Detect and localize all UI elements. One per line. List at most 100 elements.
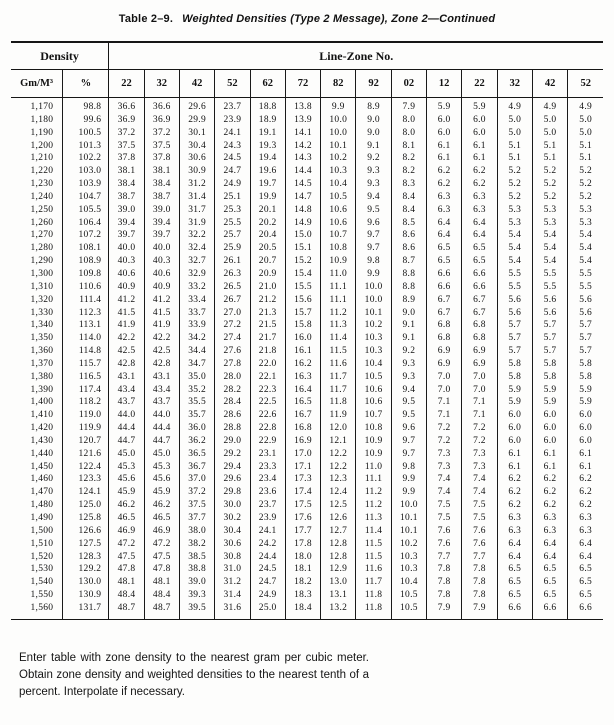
zone-value-cell: 28.4 [214, 396, 251, 410]
zone-value-cell: 6.4 [496, 550, 533, 564]
zone-value-cell: 29.6 [214, 473, 251, 487]
zone-value-cell: 5.3 [531, 216, 568, 230]
zone-value-cell: 37.5 [178, 499, 215, 512]
zone-value-cell: 47.5 [143, 550, 180, 564]
table-row: 1,500 126.6 46.9 46.9 38.0 30.4 24.1 17.7 12.7 11… [11, 524, 604, 538]
zone-value-cell: 46.2 [143, 499, 180, 512]
zone-value-cell: 6.3 [567, 524, 604, 538]
zone-value-cell: 7.4 [426, 473, 462, 487]
zone-value-cell: 26.1 [214, 255, 251, 268]
zone-value-cell: 9.6 [355, 216, 392, 230]
zone-value-cell: 13.0 [320, 576, 356, 590]
zone-value-cell: 34.7 [178, 357, 215, 371]
zone-value-cell: 45.3 [143, 460, 180, 474]
zone-value-cell: 38.2 [178, 537, 215, 551]
zone-value-cell: 6.3 [461, 203, 498, 217]
density-pct-cell: 109.8 [62, 267, 109, 281]
zone-value-cell: 10.0 [390, 499, 427, 512]
zone-value-cell: 5.1 [567, 152, 604, 166]
zone-value-cell: 18.2 [284, 576, 321, 590]
zone-value-cell: 37.2 [143, 126, 180, 140]
zone-value-cell: 6.2 [496, 499, 533, 512]
zone-value-cell: 5.8 [496, 357, 533, 371]
zone-value-cell: 5.8 [531, 370, 568, 384]
table-row: 1,260 106.4 39.4 39.4 31.9 25.5 20.2 14.9 10.6 9.… [11, 216, 604, 230]
zone-value-cell: 27.6 [214, 345, 251, 358]
zone-value-cell: 42.5 [108, 345, 145, 358]
zone-value-cell: 36.6 [108, 97, 145, 114]
zone-value-cell: 41.9 [143, 319, 180, 333]
zone-value-cell: 31.0 [214, 563, 251, 577]
zone-value-cell: 7.5 [461, 499, 498, 512]
zone-value-cell: 10.1 [390, 524, 427, 538]
zone-value-cell: 5.6 [567, 306, 604, 320]
zone-value-cell: 6.2 [531, 473, 568, 487]
zone-value-cell: 30.2 [214, 512, 251, 525]
zone-value-cell: 30.1 [178, 126, 215, 140]
density-pct-cell: 99.6 [62, 113, 109, 127]
zone-value-cell: 10.0 [355, 280, 392, 294]
table-row: 1,480 125.0 46.2 46.2 37.5 30.0 23.7 17.5 12.5 11… [11, 499, 604, 512]
density-pct-cell: 119.0 [62, 409, 109, 423]
zone-value-cell: 8.5 [390, 216, 427, 230]
zone-value-cell: 11.2 [355, 499, 392, 512]
zone-value-cell: 23.9 [249, 512, 286, 525]
density-gm-cell: 1,540 [30, 577, 54, 588]
table-row: 1,380 116.5 43.1 43.1 35.0 28.0 22.1 16.3 11.7 10… [11, 370, 604, 384]
zone-value-cell: 7.5 [461, 512, 498, 525]
density-pct-cell: 105.5 [62, 203, 109, 217]
zone-value-cell: 6.4 [461, 229, 498, 243]
zone-value-cell: 36.0 [178, 422, 215, 435]
zone-value-cell: 20.4 [249, 229, 286, 243]
zone-value-cell: 7.4 [426, 486, 462, 500]
zone-value-cell: 11.0 [320, 267, 356, 281]
zone-value-cell: 10.3 [355, 345, 392, 358]
zone-value-cell: 5.0 [567, 126, 604, 140]
zone-value-cell: 21.2 [249, 293, 286, 307]
density-gm-cell: 1,360 [30, 346, 54, 357]
zone-value-cell: 5.1 [567, 139, 604, 153]
zone-value-cell: 28.2 [214, 383, 251, 397]
zone-value-cell: 5.4 [567, 242, 604, 256]
zone-value-cell: 17.5 [284, 499, 321, 512]
zone-value-cell: 9.9 [390, 486, 427, 500]
zone-value-cell: 6.7 [426, 293, 462, 307]
zone-value-cell: 45.3 [108, 460, 145, 474]
zone-value-cell: 7.0 [426, 370, 462, 384]
zone-value-cell: 16.3 [284, 370, 321, 384]
zone-value-cell: 7.8 [461, 563, 498, 577]
zone-value-cell: 7.9 [426, 601, 462, 620]
zone-value-cell: 43.1 [108, 370, 145, 384]
zone-value-cell: 43.1 [143, 370, 180, 384]
zone-value-cell: 35.0 [178, 370, 215, 384]
zone-value-cell: 15.8 [284, 319, 321, 333]
zone-value-cell: 6.5 [461, 242, 498, 256]
density-pct-cell: 130.9 [62, 589, 109, 602]
zone-value-cell: 41.5 [143, 306, 180, 320]
density-gm-cell: 1,450 [30, 461, 54, 472]
zone-value-cell: 6.6 [426, 267, 462, 281]
zone-value-cell: 6.0 [531, 434, 568, 448]
zone-value-cell: 10.0 [355, 293, 392, 307]
zone-value-cell: 24.9 [214, 178, 251, 191]
density-pct-cell: 123.3 [62, 473, 109, 487]
zone-value-cell: 42.8 [143, 357, 180, 371]
zone-value-cell: 8.4 [390, 190, 427, 204]
zone-value-cell: 7.3 [426, 447, 462, 461]
zone-value-cell: 6.0 [496, 422, 533, 435]
zone-value-cell: 10.2 [320, 152, 356, 166]
density-gm-cell: 1,260 [30, 217, 54, 228]
zone-value-cell: 5.1 [496, 139, 533, 153]
zone-value-cell: 6.1 [567, 447, 604, 461]
table-row: 1,560 131.7 48.7 48.7 39.5 31.6 25.0 18.4 13.2 11… [11, 601, 604, 620]
zone-value-cell: 35.5 [178, 396, 215, 410]
density-pct-cell: 125.8 [62, 512, 109, 525]
zone-value-cell: 14.7 [284, 190, 321, 204]
zone-value-cell: 29.4 [214, 460, 251, 474]
zone-value-cell: 16.4 [284, 383, 321, 397]
zone-value-cell: 38.5 [178, 550, 215, 564]
zone-value-cell: 30.6 [214, 537, 251, 551]
table-footnote: Enter table with zone density to the nea… [19, 651, 369, 698]
table-row: 1,420 119.9 44.4 44.4 36.0 28.8 22.8 16.8 12.0 10… [11, 422, 604, 435]
zone-value-cell: 6.0 [496, 434, 533, 448]
